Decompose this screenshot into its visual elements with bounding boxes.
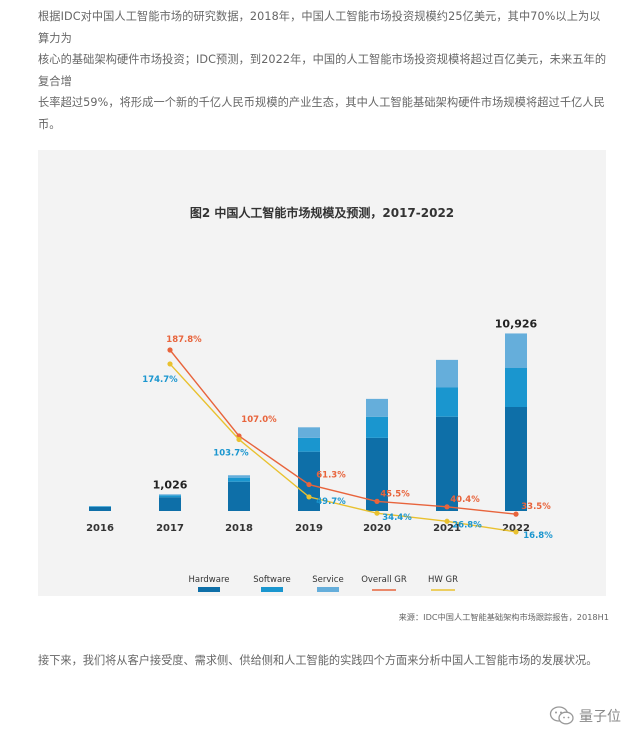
line-overall-gr bbox=[169, 349, 517, 515]
intro-line: 根据IDC对中国人工智能市场的研究数据，2018年，中国人工智能市场投资规模约2… bbox=[38, 10, 601, 45]
intro-paragraph: 根据IDC对中国人工智能市场的研究数据，2018年，中国人工智能市场投资规模约2… bbox=[38, 6, 610, 135]
x-tick-label: 2020 bbox=[363, 523, 391, 534]
bar-software-2016 bbox=[89, 506, 111, 507]
legend-label: HW GR bbox=[428, 575, 458, 585]
line-data-label: 107.0% bbox=[241, 415, 277, 425]
line-data-label: 61.3% bbox=[316, 471, 346, 481]
bar-software-2020 bbox=[366, 416, 388, 438]
bar-hardware-2017 bbox=[159, 497, 181, 511]
line-point bbox=[444, 518, 450, 524]
bar-software-2019 bbox=[298, 437, 320, 452]
chart-source: 来源：IDC中国人工智能基础架构市场跟踪报告，2018H1 bbox=[398, 612, 609, 622]
legend-label: Software bbox=[253, 575, 290, 585]
bar-total-label: 1,026 bbox=[153, 478, 188, 491]
bar-service-2018 bbox=[228, 475, 250, 478]
bar-service-2017 bbox=[159, 494, 181, 496]
line-data-label: 26.8% bbox=[452, 520, 482, 530]
line-point bbox=[513, 511, 519, 517]
bar-software-2018 bbox=[228, 477, 250, 482]
legend-swatch bbox=[198, 587, 220, 592]
x-tick-label: 2022 bbox=[502, 523, 530, 534]
bar-service-2019 bbox=[298, 427, 320, 438]
line-data-label: 34.4% bbox=[382, 513, 412, 523]
line-data-label: 40.4% bbox=[450, 495, 480, 505]
intro-line: 核心的基础架构硬件市场投资；IDC预测，到2022年，中国的人工智能市场投资规模… bbox=[38, 53, 607, 88]
outro-paragraph: 接下来，我们将从客户接受度、需求侧、供给侧和人工智能的实践四个方面来分析中国人工… bbox=[38, 654, 598, 667]
wechat-icon bbox=[549, 706, 574, 725]
bar-hardware-2020 bbox=[366, 437, 388, 511]
line-point bbox=[167, 361, 173, 367]
x-tick-label: 2017 bbox=[156, 523, 184, 534]
line-data-label: 45.5% bbox=[380, 489, 410, 499]
bar-software-2021 bbox=[436, 387, 458, 417]
legend-label: Hardware bbox=[188, 575, 229, 585]
line-point bbox=[306, 494, 312, 500]
market-size-chart: 图2 中国人工智能市场规模及预测，2017-2022 2016 2017 2018 20… bbox=[86, 205, 553, 592]
x-tick-label: 2018 bbox=[225, 523, 253, 534]
bar-service-2021 bbox=[436, 359, 458, 388]
line-data-label: 16.8% bbox=[523, 531, 553, 541]
bar-hardware-2019 bbox=[298, 451, 320, 511]
legend-swatch bbox=[261, 587, 283, 592]
bar-hardware-2021 bbox=[436, 416, 458, 511]
bar-hardware-2018 bbox=[228, 481, 250, 511]
bar-software-2022 bbox=[505, 368, 527, 407]
watermark: 量子位 bbox=[549, 705, 621, 727]
legend-swatch bbox=[317, 587, 339, 592]
legend-label: Service bbox=[312, 575, 343, 585]
line-data-label: 49.7% bbox=[316, 497, 346, 507]
chart-title: 图2 中国人工智能市场规模及预测，2017-2022 bbox=[190, 205, 454, 220]
line-point bbox=[513, 529, 519, 535]
line-point bbox=[444, 504, 450, 510]
line-hw-gr bbox=[169, 363, 517, 533]
line-data-label: 33.5% bbox=[521, 502, 551, 512]
line-data-label: 174.7% bbox=[142, 375, 178, 385]
line-point bbox=[374, 510, 380, 516]
line-point bbox=[236, 436, 242, 443]
x-tick-label: 2021 bbox=[433, 523, 461, 534]
line-point bbox=[374, 498, 380, 504]
legend-label: Overall GR bbox=[361, 575, 407, 585]
x-tick-label: 2016 bbox=[86, 523, 114, 534]
bar-service-2022 bbox=[505, 333, 527, 368]
bar-software-2017 bbox=[159, 495, 181, 498]
bar-total-label: 10,926 bbox=[495, 317, 538, 330]
x-tick-label: 2019 bbox=[295, 523, 323, 534]
line-data-label: 187.8% bbox=[166, 335, 202, 345]
line-point bbox=[306, 481, 312, 488]
intro-line: 长率超过59%，将形成一个新的千亿人民币规模的产业生态，其中人工智能基础架构硬件… bbox=[38, 96, 605, 131]
bar-hardware-2016 bbox=[89, 506, 111, 511]
watermark-text: 量子位 bbox=[579, 709, 621, 725]
bar-service-2020 bbox=[366, 398, 388, 417]
chart-figure: 图2 中国人工智能市场规模及预测，2017-2022 2016 2017 2018 20… bbox=[38, 150, 606, 596]
line-data-label: 103.7% bbox=[213, 448, 249, 458]
line-point bbox=[167, 347, 173, 353]
bar-hardware-2022 bbox=[505, 407, 527, 511]
